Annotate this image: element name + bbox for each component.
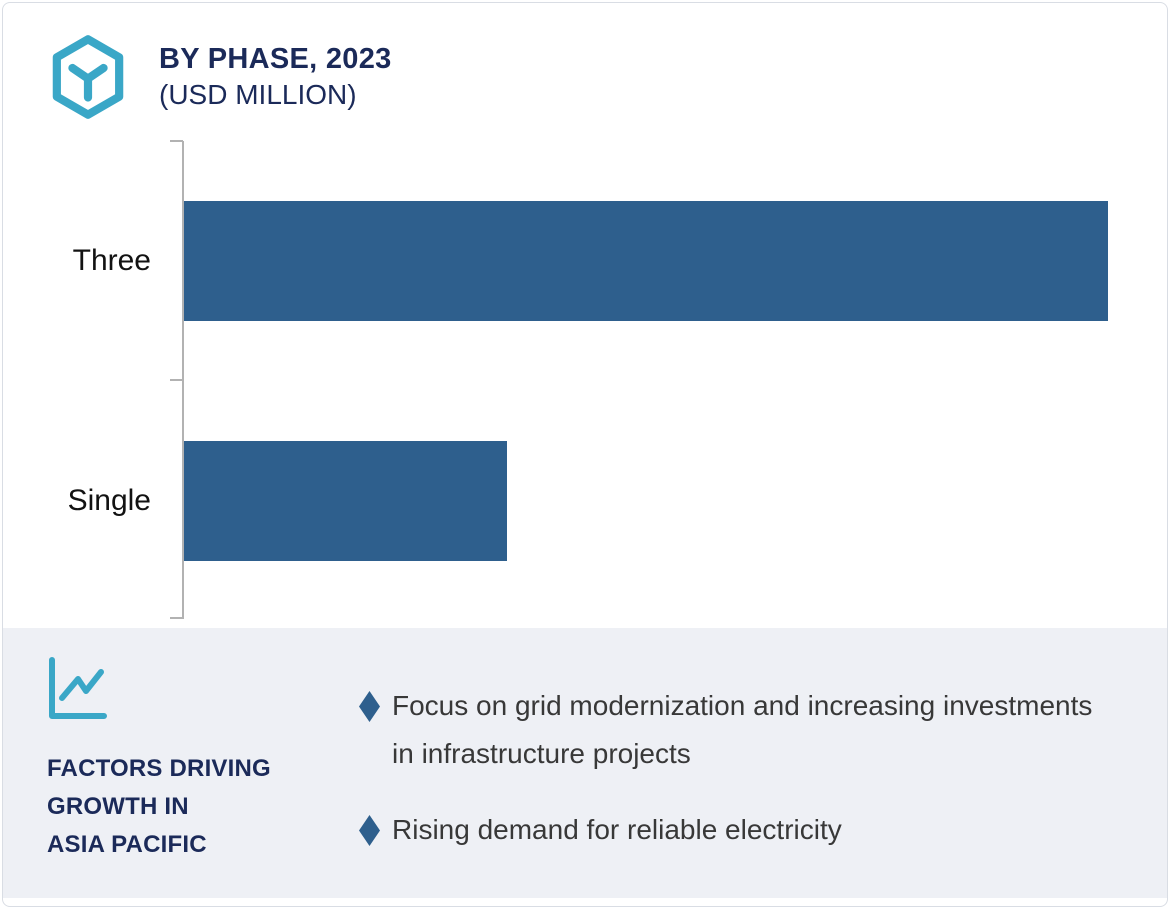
line-chart-icon bbox=[49, 657, 107, 719]
bullet-text: Focus on grid modernization and increasi… bbox=[392, 690, 1093, 769]
axis-tick bbox=[170, 379, 183, 381]
bullet-item: Focus on grid modernization and increasi… bbox=[359, 682, 1119, 778]
title-block: BY PHASE, 2023 (USD MILLION) bbox=[159, 41, 392, 113]
factors-heading: FACTORS DRIVING GROWTH IN ASIA PACIFIC bbox=[47, 750, 271, 864]
category-axis-line bbox=[182, 141, 184, 619]
bar-chart: Three Single bbox=[3, 3, 1167, 628]
diamond-bullet-icon bbox=[359, 691, 380, 722]
chart-title: BY PHASE, 2023 bbox=[159, 43, 392, 75]
bullet-text: Rising demand for reliable electricity bbox=[392, 814, 842, 845]
factors-heading-line: FACTORS DRIVING bbox=[47, 755, 271, 782]
axis-tick bbox=[170, 617, 183, 619]
factors-panel: FACTORS DRIVING GROWTH IN ASIA PACIFIC F… bbox=[3, 628, 1167, 898]
factors-heading-line: GROWTH IN bbox=[47, 793, 189, 820]
bar-three bbox=[184, 201, 1108, 321]
chart-units-subtitle: (USD MILLION) bbox=[159, 79, 357, 110]
bullet-item: Rising demand for reliable electricity bbox=[359, 806, 1119, 854]
factors-heading-line: ASIA PACIFIC bbox=[47, 831, 207, 858]
category-label-three: Three bbox=[72, 244, 151, 277]
diamond-bullet-icon bbox=[359, 815, 380, 846]
header: BY PHASE, 2023 (USD MILLION) bbox=[3, 3, 1167, 133]
category-label-single: Single bbox=[67, 484, 151, 517]
factors-bullets: Focus on grid modernization and increasi… bbox=[359, 682, 1119, 854]
hexagon-y-logo-icon bbox=[52, 35, 124, 119]
axis-tick bbox=[170, 140, 183, 142]
bar-single bbox=[184, 441, 507, 561]
